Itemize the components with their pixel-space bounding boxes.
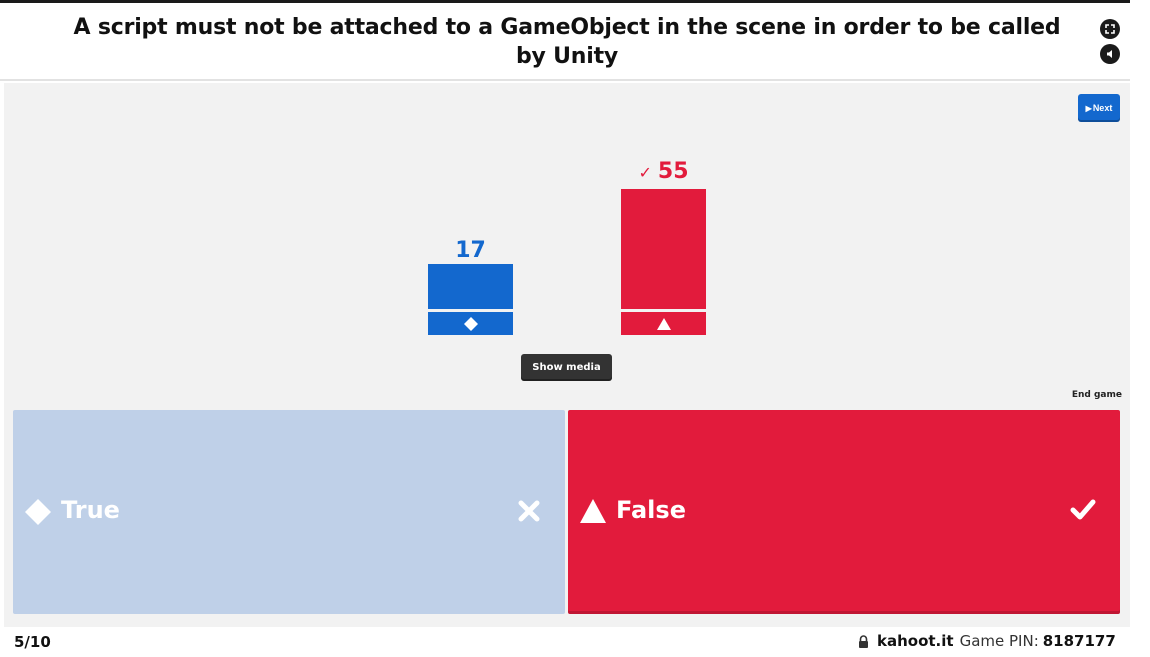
- game-pin-value: 8187177: [1042, 632, 1116, 650]
- fullscreen-icon[interactable]: [1100, 19, 1120, 39]
- result-bar-base-false: [621, 312, 706, 335]
- result-count-true: 17: [428, 238, 513, 263]
- correct-check-icon: ✓: [638, 163, 652, 182]
- show-media-button[interactable]: Show media: [521, 354, 612, 381]
- diamond-icon: [25, 499, 51, 525]
- result-count-false: ✓ 55: [621, 159, 706, 184]
- answer-false: False: [568, 410, 1120, 614]
- top-border: [0, 0, 1130, 3]
- lock-icon: [859, 634, 868, 648]
- result-count-false-value: 55: [657, 159, 689, 184]
- question-progress: 5/10: [14, 633, 51, 651]
- result-bar-base-true: [428, 312, 513, 335]
- result-bar-true: [428, 264, 513, 309]
- next-button[interactable]: ▶ Next: [1078, 94, 1120, 122]
- question-header: A script must not be attached to a GameO…: [0, 3, 1130, 81]
- answer-true: True: [13, 410, 565, 614]
- kahoot-domain: kahoot.it: [877, 632, 954, 650]
- result-bar-false: [621, 189, 706, 309]
- answer-false-label: False: [616, 496, 686, 524]
- answer-true-label: True: [61, 496, 120, 524]
- check-icon: [1070, 499, 1096, 520]
- triangle-icon: [580, 499, 606, 523]
- game-pin-info: kahoot.it Game PIN: 8187177: [858, 632, 1116, 650]
- next-button-label: Next: [1092, 103, 1113, 113]
- end-game-button[interactable]: End game: [1071, 390, 1122, 400]
- triangle-icon: [656, 317, 671, 330]
- question-title: A script must not be attached to a GameO…: [73, 15, 1061, 69]
- volume-icon[interactable]: [1100, 44, 1120, 64]
- cross-icon: [518, 500, 540, 522]
- result-count-true-value: 17: [455, 238, 486, 263]
- diamond-icon: [463, 316, 478, 331]
- cursor-icon: ▶: [1085, 103, 1092, 113]
- game-pin-label: Game PIN:: [959, 632, 1039, 650]
